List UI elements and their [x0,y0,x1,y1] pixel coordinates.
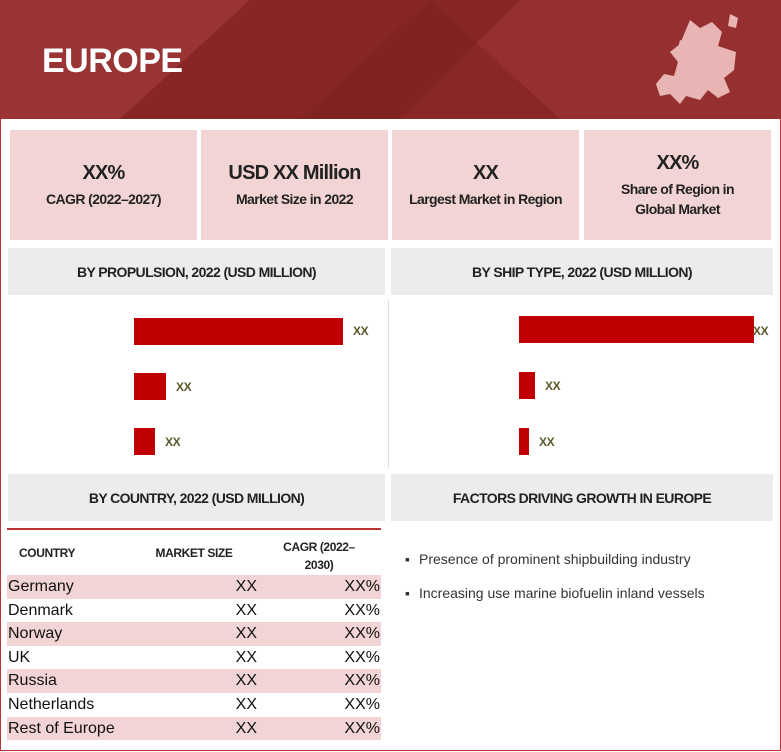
factor-text: Presence of prominent shipbuilding indus… [419,551,691,567]
section-title: FACTORS DRIVING GROWTH IN EUROPE [391,474,773,521]
kpi-label: CAGR (2022–2027) [46,190,162,207]
factor-item: Increasing use marine biofuelin inland v… [405,585,705,601]
table-cell: XX [235,601,257,619]
table-cell: XX% [344,719,380,737]
table-cell: Germany [8,578,74,595]
factor-text: Increasing use marine biofuelin inland v… [419,585,705,601]
table-cell: XX% [344,696,380,713]
bar [519,316,754,343]
factor-item: Presence of prominent shipbuilding indus… [405,551,691,567]
table-row: Norway XX XX% [7,622,381,646]
bar [519,372,535,399]
bar [134,318,343,345]
table-cell: XX% [344,578,380,595]
kpi-label: Largest Market in Region [409,190,562,207]
section-title: BY PROPULSION, 2022 (USD MILLION) [8,248,385,295]
table-cell: Netherlands [8,696,95,713]
kpi-card: XX% CAGR (2022–2027) [10,130,197,240]
table-row: Rest of Europe XX XX% [7,716,381,741]
decor [0,0,250,119]
kpi-value: XX% [82,161,125,184]
table-cell: XX [235,578,257,595]
kpi-card: XX Largest Market in Region [392,130,579,240]
column-header: MARKET SIZE [155,546,233,560]
title: EUROPE [42,42,183,80]
table-cell: XX [235,719,257,737]
section-title: BY COUNTRY, 2022 (USD MILLION) [8,474,385,521]
table-row: Germany XX XX% [7,575,381,599]
divider [388,300,389,468]
table-cell: Norway [8,625,63,643]
table-row: Netherlands XX XX% [7,693,381,717]
table-cell: XX% [344,601,380,619]
table-cell: XX% [344,648,380,666]
table-cell: Russia [8,672,57,690]
country-table: COUNTRY MARKET SIZE CAGR (2022–2030) Ger… [7,528,381,741]
table-cell: XX [235,696,257,713]
bar-label: XX [539,435,555,449]
table-row: Denmark XX XX% [7,599,381,623]
bar-label: XX [353,324,369,338]
table-cell: XX% [344,625,380,643]
table-cell: UK [8,648,31,666]
europe-map [678,14,738,50]
kpi-card: USD XX Million Market Size in 2022 [201,130,388,240]
header-decor [0,0,781,119]
kpi-value: XX [472,161,499,184]
table-cell: XX [235,625,257,643]
header-banner: EUROPE [0,0,781,119]
bar-label: XX [165,435,181,449]
kpi-label: Market Size in 2022 [236,190,354,207]
table-row: Russia XX XX% [7,669,381,693]
table-cell: Denmark [8,601,73,619]
bar-label: XX [753,324,769,338]
column-header: COUNTRY [19,546,76,560]
kpi-value: USD XX Million [228,161,361,184]
kpi-label: Share of Region in Global Market [621,180,734,217]
kpi-value: XX% [656,151,699,174]
table-cell: XX [235,672,257,690]
bar [134,373,166,400]
table-cell: XX [235,648,257,666]
table-cell: Rest of Europe [8,719,115,737]
bar-label: XX [176,380,192,394]
table-cell: XX% [344,672,380,690]
kpi-card: XX% Share of Region in Global Market [584,130,771,240]
table-row: UK XX XX% [7,646,381,670]
section-title: BY SHIP TYPE, 2022 (USD MILLION) [391,248,773,295]
column-header: CAGR (2022–2030) [283,540,355,572]
decor [300,0,560,119]
bar [134,428,155,455]
bar [519,428,529,455]
europe-map [656,20,736,104]
bar-label: XX [545,379,561,393]
